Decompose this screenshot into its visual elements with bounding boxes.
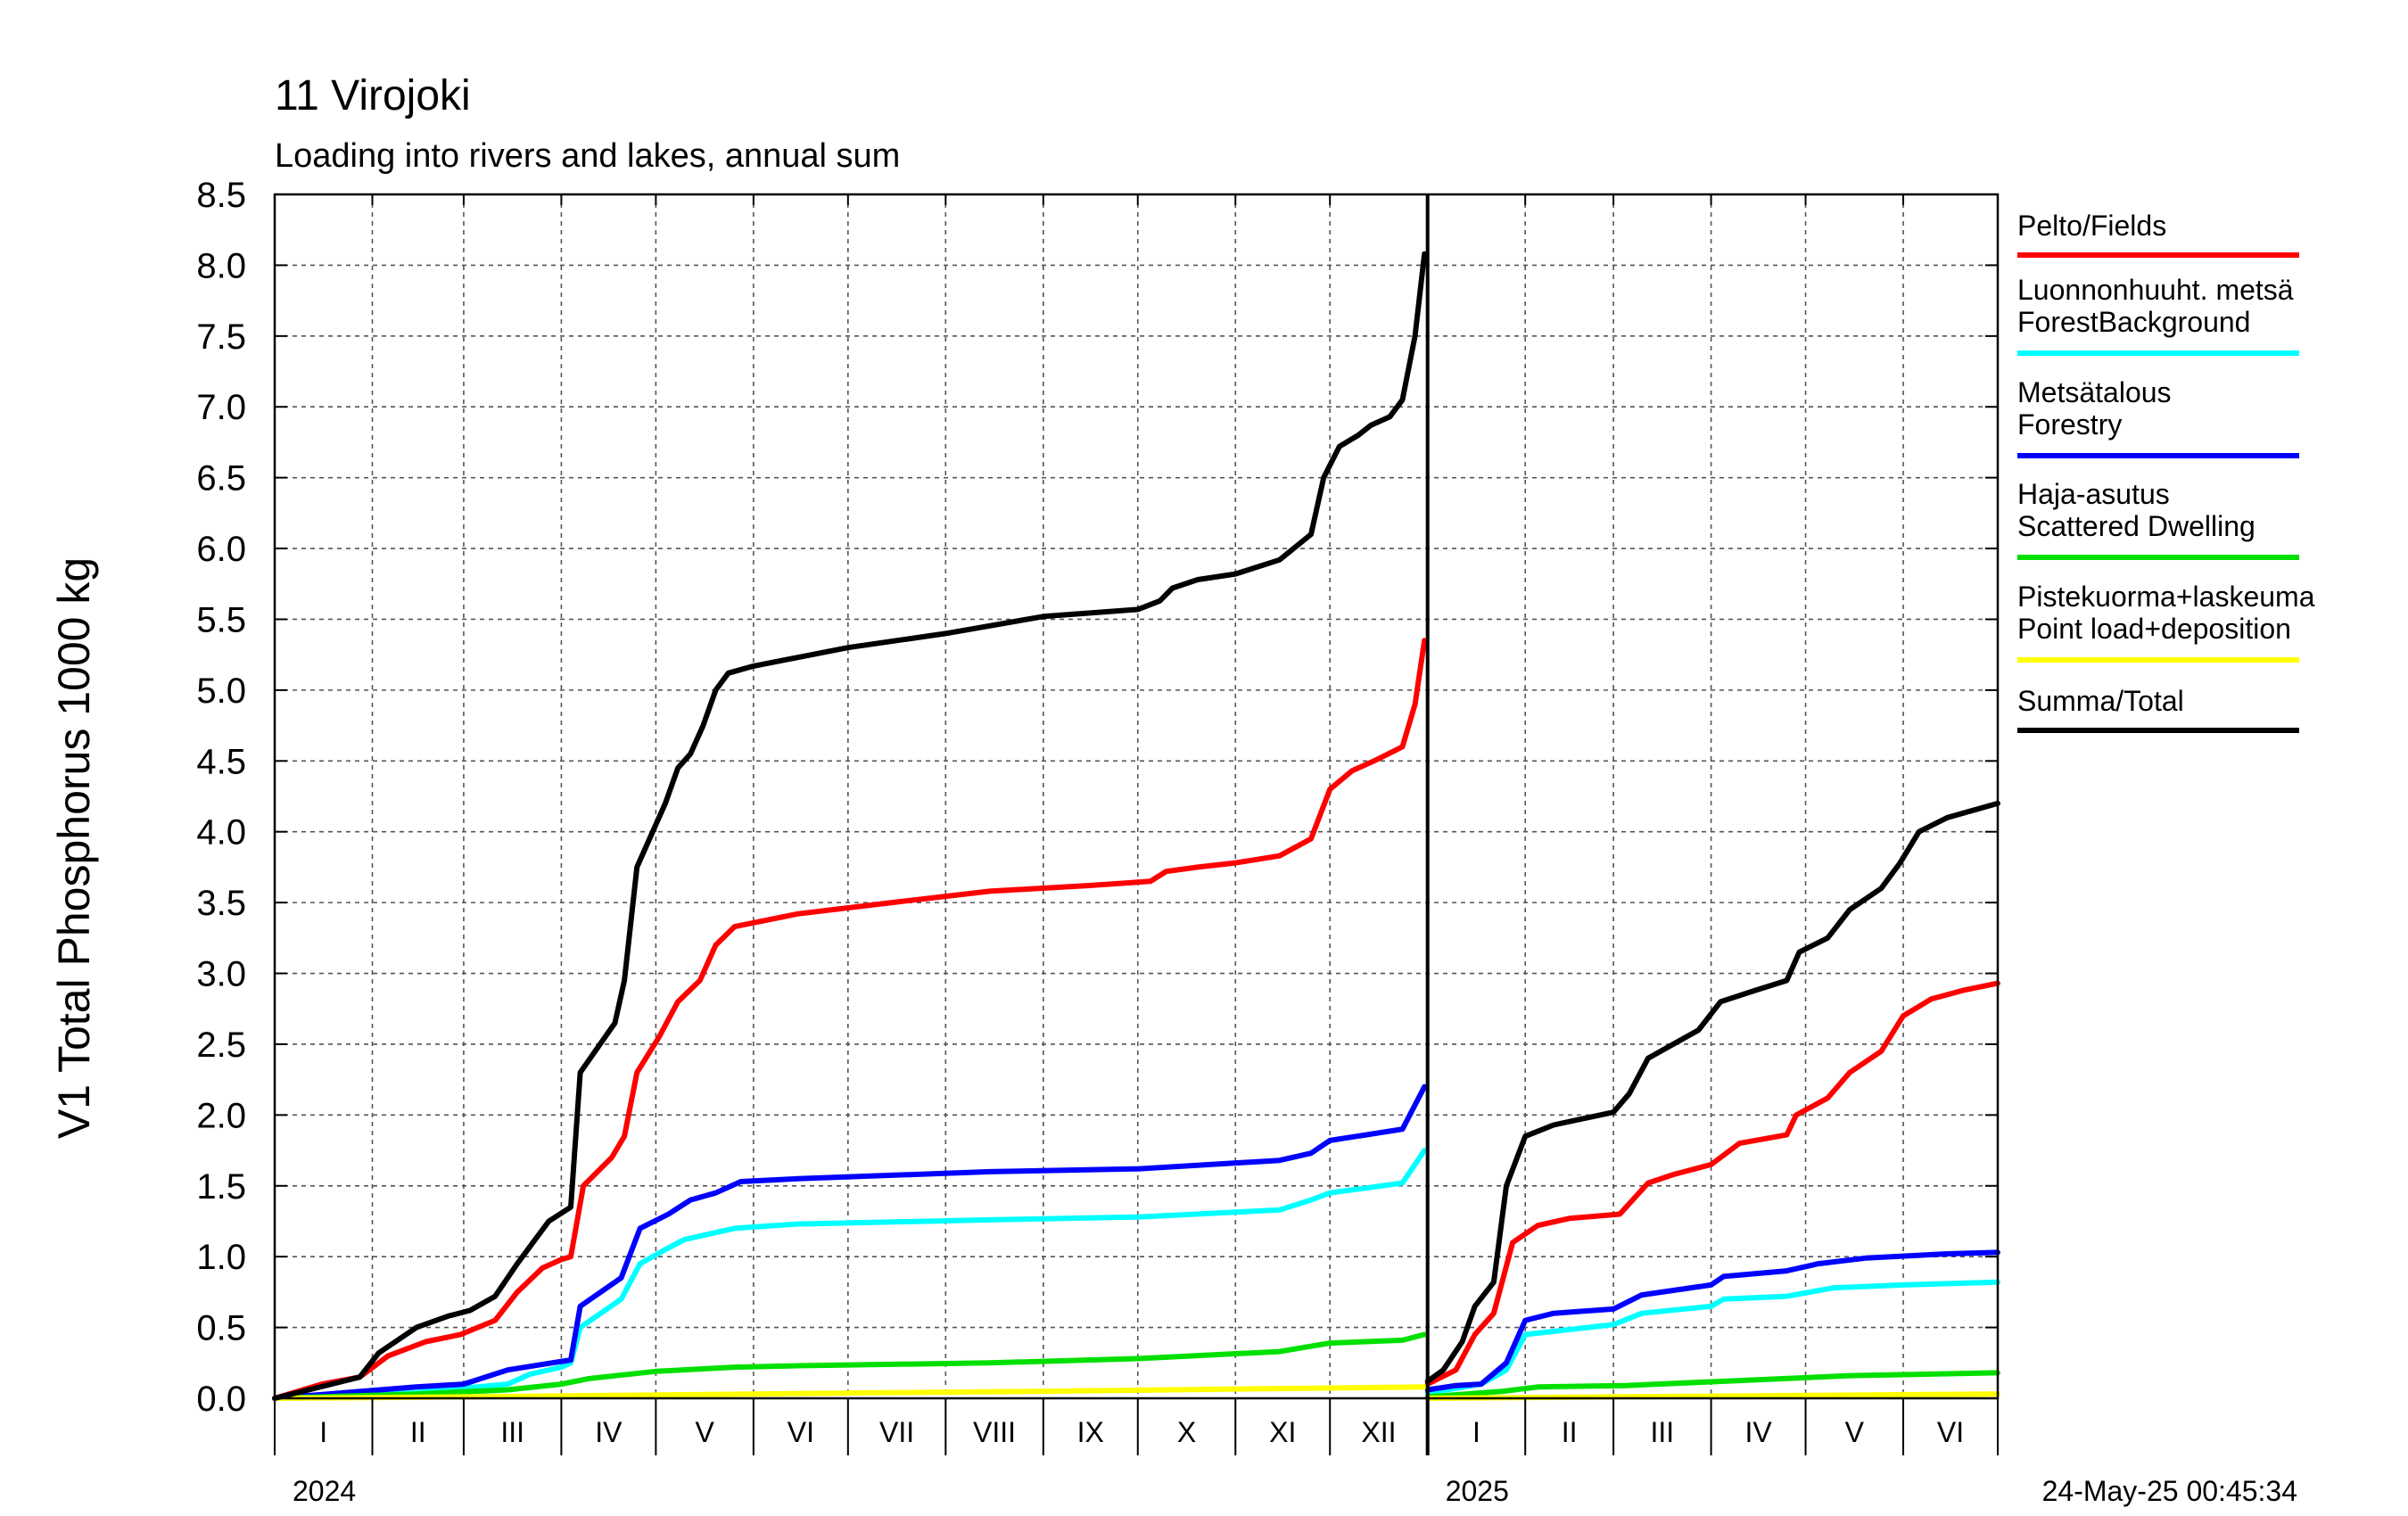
y-tick-label: 1.5 [196,1167,246,1207]
series-line [1424,1370,2000,1400]
year-label: 2025 [1446,1475,1509,1507]
series-line [1424,1249,2000,1393]
legend-label: Summa/Total [2017,685,2184,717]
month-label: I [319,1416,327,1448]
y-tick-label: 1.0 [196,1238,246,1277]
timestamp: 24-May-25 00:45:34 [2042,1475,2297,1507]
y-tick-label: 4.5 [196,742,246,781]
legend-label: Forestry [2017,408,2122,441]
y-tick-label: 6.5 [196,459,246,498]
year-label: 2024 [293,1475,356,1507]
grid [275,194,1998,1398]
legend-label: ForestBackground [2017,306,2250,338]
legend-label: Point load+deposition [2017,613,2291,645]
legend-label: Scattered Dwelling [2017,510,2255,542]
y-tick-label: 0.0 [196,1380,246,1419]
series-line [272,638,1428,1401]
axes: 0.0 0.5 1.0 1.5 2.0 2.5 3.0 3.5 4.0 4.5 5.0 5.5 6.0 6… [196,176,2000,1507]
series-1 [272,638,2000,1401]
month-label: IX [1077,1416,1104,1448]
month-label: VII [879,1416,914,1448]
y-tick-label: 7.0 [196,388,246,427]
y-tick-label: 4.0 [196,813,246,853]
month-label: VI [1937,1416,1964,1448]
series-3 [272,1083,2000,1401]
legend-label: Pelto/Fields [2017,210,2166,242]
plot-frame [273,193,2000,1400]
month-label: V [1845,1416,1865,1448]
legend-label: Pistekuorma+laskeuma [2017,581,2315,613]
month-label: II [410,1416,426,1448]
y-tick-label: 5.0 [196,671,246,711]
month-label: IV [1744,1416,1772,1448]
y-tick-label: 8.5 [196,176,246,215]
series-layer [272,251,2000,1401]
y-tick-label: 3.5 [196,884,246,923]
series-line [1424,800,2000,1384]
y-tick-label: 6.0 [196,530,246,569]
y-tick-label: 2.0 [196,1096,246,1135]
series-line [1424,980,2000,1388]
month-label: II [1562,1416,1578,1448]
series-line [272,1083,1428,1401]
chart-title: 11 Virojoki [275,72,471,119]
month-label: VI [788,1416,814,1448]
series-line [272,1331,1428,1401]
y-axis-label: V1 Total Phosphorus 1000 kg [49,557,99,1139]
y-tick-label: 3.0 [196,955,246,994]
legend-label: Haja-asutus [2017,478,2170,510]
series-4 [272,1331,2000,1401]
month-label: III [500,1416,524,1448]
y-tick-label: 8.0 [196,246,246,285]
month-label: XI [1269,1416,1296,1448]
y-tick-label: 5.5 [196,600,246,639]
y-tick-label: 2.5 [196,1026,246,1065]
y-tick-label: 0.5 [196,1309,246,1348]
series-line [272,1148,1428,1401]
legend: Pelto/Fields Luonnonhuuht. metsäForestBac… [2017,210,2315,733]
month-label: III [1651,1416,1675,1448]
month-label: V [695,1416,714,1448]
month-label: X [1177,1416,1196,1448]
legend-label: Metsätalous [2017,376,2172,408]
chart-subtitle: Loading into rivers and lakes, annual su… [275,137,900,175]
legend-item: Pelto/Fields [2017,210,2299,258]
legend-label: Luonnonhuuht. metsä [2017,274,2294,306]
month-label: IV [595,1416,623,1448]
month-label: VIII [973,1416,1016,1448]
month-label: I [1472,1416,1480,1448]
series-6 [272,251,2000,1401]
y-tick-label: 7.5 [196,317,246,357]
month-label: XII [1361,1416,1396,1448]
series-line [272,251,1428,1401]
legend-item: Summa/Total [2017,685,2299,733]
